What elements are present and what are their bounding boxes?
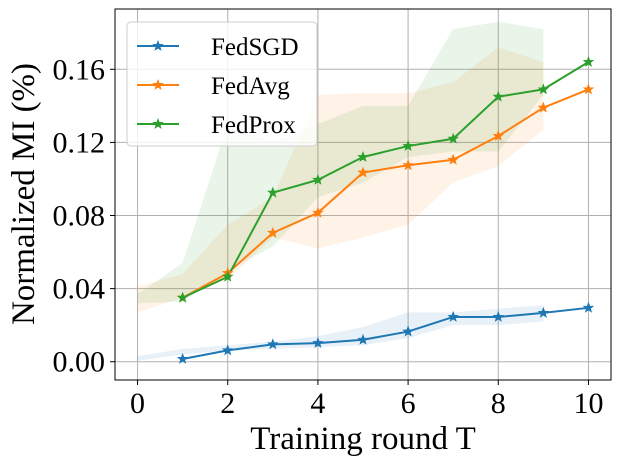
fedprox-confidence-band [137, 21, 544, 304]
fedavg-point [582, 83, 595, 95]
fedavg-point [402, 159, 414, 171]
x-axis-label: Training round T [250, 421, 476, 457]
fedsgd-point [176, 352, 189, 364]
fedprox-point [447, 132, 459, 144]
fedprox-point [221, 270, 234, 282]
fedsgd-point [312, 337, 324, 348]
fedavg-point [447, 153, 459, 165]
fedavg-confidence-band [137, 47, 544, 313]
fedsgd-line [182, 306, 589, 360]
legend-label-fedprox: FedProx [211, 112, 296, 139]
legend-marker-fedprox [152, 117, 164, 129]
fedavg-point [267, 226, 279, 238]
fedprox-point [176, 291, 189, 303]
y-tick-label: 0.16 [53, 53, 106, 86]
legend-label-fedsgd: FedSGD [211, 34, 299, 61]
fedsgd-point [357, 333, 369, 345]
y-tick-label: 0.04 [53, 273, 106, 306]
legend: FedSGD FedAvg FedProx [126, 21, 318, 147]
legend-box [126, 21, 318, 147]
fedavg-point [357, 166, 369, 178]
x-tick-label: 2 [220, 387, 235, 420]
fedsgd-point [402, 325, 414, 337]
fedprox-point [492, 90, 505, 102]
legend-marker-fedsgd [152, 39, 164, 51]
y-axis-label: Normalized MI (%) [6, 63, 42, 325]
x-tick-label: 6 [401, 387, 416, 420]
fedprox-point [357, 150, 369, 162]
fedsgd-point [267, 338, 279, 350]
fedprox-point [402, 140, 414, 151]
plot-frame [114, 8, 612, 381]
fedavg-point [537, 101, 550, 113]
fedsgd-confidence-band [137, 305, 544, 361]
fedprox-point [267, 186, 279, 198]
legend-label-fedavg: FedAvg [211, 73, 290, 100]
fedprox-point [312, 173, 324, 185]
y-tick-label: 0.12 [53, 126, 106, 159]
fedsgd-point [221, 344, 234, 356]
y-tick-label: 0.08 [53, 200, 106, 233]
x-tick-label: 10 [573, 387, 603, 420]
fedavg-point [312, 206, 324, 218]
fedprox-point [582, 55, 595, 67]
fedprox-line [182, 61, 589, 299]
fedsgd-point [537, 306, 550, 318]
legend-marker-fedavg [152, 78, 164, 90]
fedsgd-point [492, 310, 505, 322]
fedprox-point [537, 83, 550, 95]
fedsgd-point [447, 310, 459, 322]
x-tick-label: 0 [130, 387, 145, 420]
x-tick-label: 4 [310, 387, 325, 420]
fedavg-line [182, 88, 589, 299]
fedavg-point [492, 129, 505, 141]
fedsgd-point [582, 301, 595, 313]
x-tick-label: 8 [491, 387, 506, 420]
y-tick-label: 0.00 [53, 346, 106, 379]
